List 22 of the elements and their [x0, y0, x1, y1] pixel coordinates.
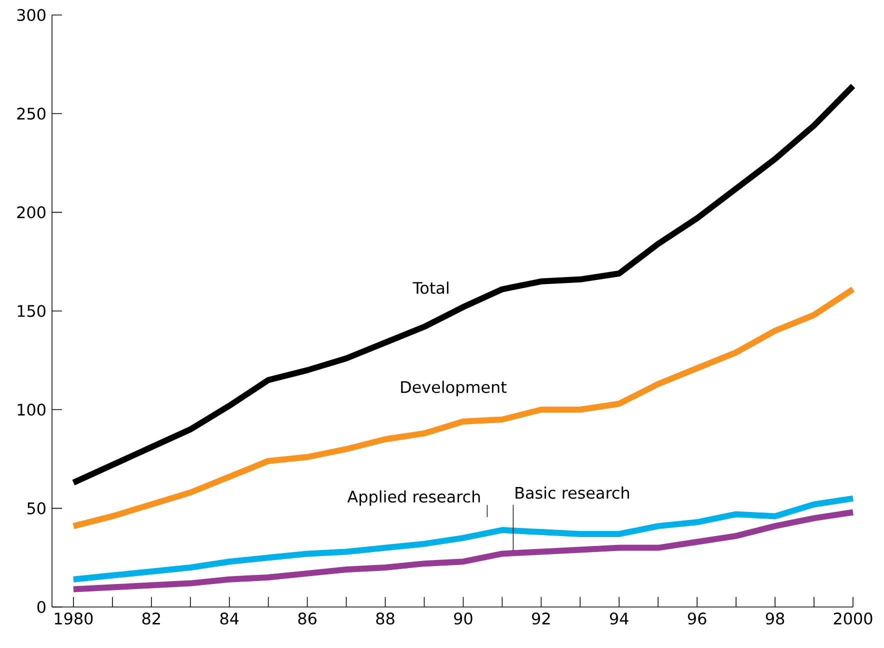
text: Basic research	[516, 486, 629, 499]
x-tick-label: 86	[298, 612, 316, 625]
y-tick-label: 0	[37, 600, 46, 614]
x-tick-label: 1980	[54, 612, 93, 625]
y-tick-label: 100	[18, 404, 46, 416]
x-tick-label: 84	[220, 612, 239, 625]
x-tick-label: 92	[532, 612, 550, 625]
y-tick-label: 150	[18, 304, 46, 318]
y-tick-label: 250	[17, 108, 46, 120]
x-tick-label: 88	[376, 612, 394, 625]
x-tick-label: 82	[142, 612, 160, 625]
x-tick-label: 90	[454, 612, 472, 625]
y-tick-label: 200	[17, 206, 46, 218]
series-label: Applied research	[347, 490, 480, 506]
series-label: Total	[412, 282, 448, 294]
y-tick-label: 300	[17, 8, 46, 22]
x-tick-label: 2000	[834, 612, 872, 625]
y-tick-label: 50	[27, 502, 46, 514]
series-label: Development	[401, 380, 507, 396]
x-tick-label: 94	[610, 612, 628, 625]
x-tick-label: 98	[766, 612, 784, 625]
x-tick-label: 96	[688, 612, 706, 625]
